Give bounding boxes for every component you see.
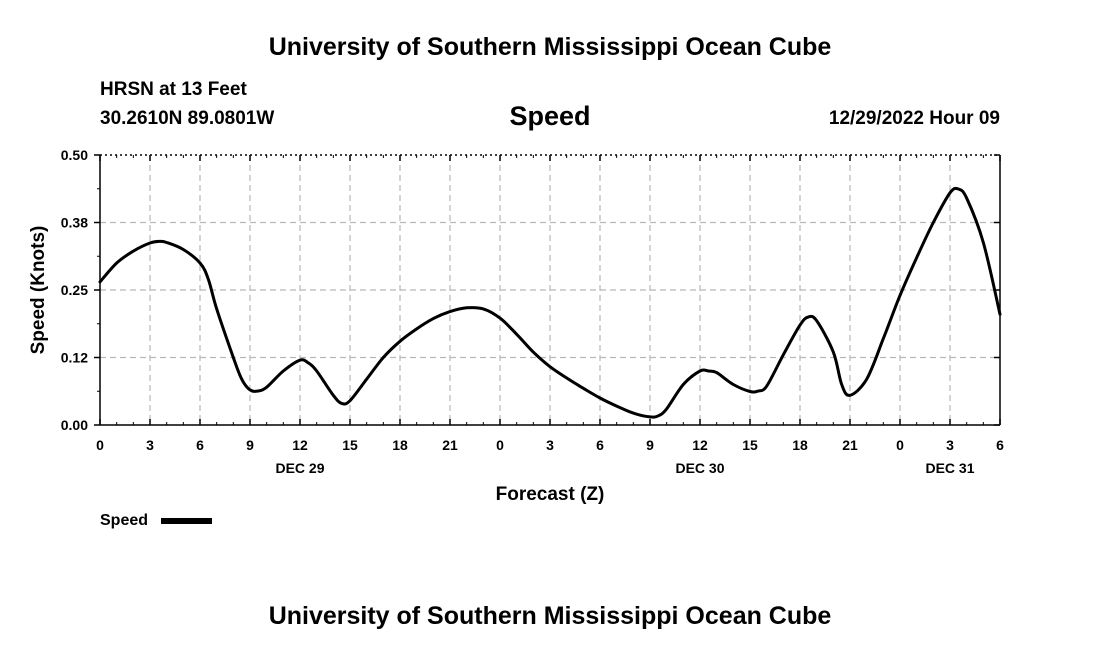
axes bbox=[94, 154, 1001, 426]
forecast-datetime: 12/29/2022 Hour 09 bbox=[829, 108, 1000, 129]
y-tick-label: 0.12 bbox=[61, 350, 88, 366]
station-coords: 30.2610N 89.0801W bbox=[100, 108, 274, 129]
date-label: DEC 30 bbox=[675, 460, 724, 476]
station-label: HRSN at 13 Feet bbox=[100, 79, 247, 100]
x-axis-label: Forecast (Z) bbox=[496, 484, 605, 505]
x-tick-label: 3 bbox=[546, 437, 554, 453]
series-line-speed bbox=[98, 186, 1002, 419]
x-tick-label: 9 bbox=[646, 437, 654, 453]
x-tick-label: 6 bbox=[996, 437, 1004, 453]
x-tick-label: 0 bbox=[496, 437, 504, 453]
series-layer bbox=[98, 186, 1002, 419]
chart-param-title: Speed bbox=[509, 101, 590, 131]
x-tick-label: 18 bbox=[792, 437, 808, 453]
x-tick-label: 3 bbox=[146, 437, 154, 453]
x-tick-label: 6 bbox=[196, 437, 204, 453]
date-label: DEC 29 bbox=[275, 460, 324, 476]
footer-org-title: University of Southern Mississippi Ocean… bbox=[269, 602, 832, 630]
y-tick-label: 0.25 bbox=[61, 282, 88, 298]
legend: Speed bbox=[100, 512, 212, 529]
x-tick-label: 0 bbox=[896, 437, 904, 453]
legend-label: Speed bbox=[100, 512, 148, 529]
x-tick-label: 21 bbox=[842, 437, 858, 453]
x-tick-label: 21 bbox=[442, 437, 458, 453]
y-axis-label: Speed (Knots) bbox=[28, 226, 49, 355]
x-tick-label: 9 bbox=[246, 437, 254, 453]
tick-labels: 0 3 6 9 12 15 18 21 0 3 6 9 12 15 18 21 0 3 6 0.00 0.12 0.25 0… bbox=[61, 147, 1004, 476]
x-tick-label: 12 bbox=[292, 437, 308, 453]
x-tick-label: 18 bbox=[392, 437, 408, 453]
y-tick-label: 0.00 bbox=[61, 417, 88, 433]
x-tick-label: 15 bbox=[342, 437, 358, 453]
x-tick-label: 3 bbox=[946, 437, 954, 453]
grid bbox=[100, 155, 1000, 425]
y-tick-label: 0.38 bbox=[61, 215, 88, 231]
y-tick-label: 0.50 bbox=[61, 147, 88, 163]
x-tick-label: 0 bbox=[96, 437, 104, 453]
date-label: DEC 31 bbox=[925, 460, 974, 476]
x-tick-label: 15 bbox=[742, 437, 758, 453]
x-tick-label: 6 bbox=[596, 437, 604, 453]
chart-org-title: University of Southern Mississippi Ocean… bbox=[269, 33, 832, 61]
x-tick-label: 12 bbox=[692, 437, 708, 453]
